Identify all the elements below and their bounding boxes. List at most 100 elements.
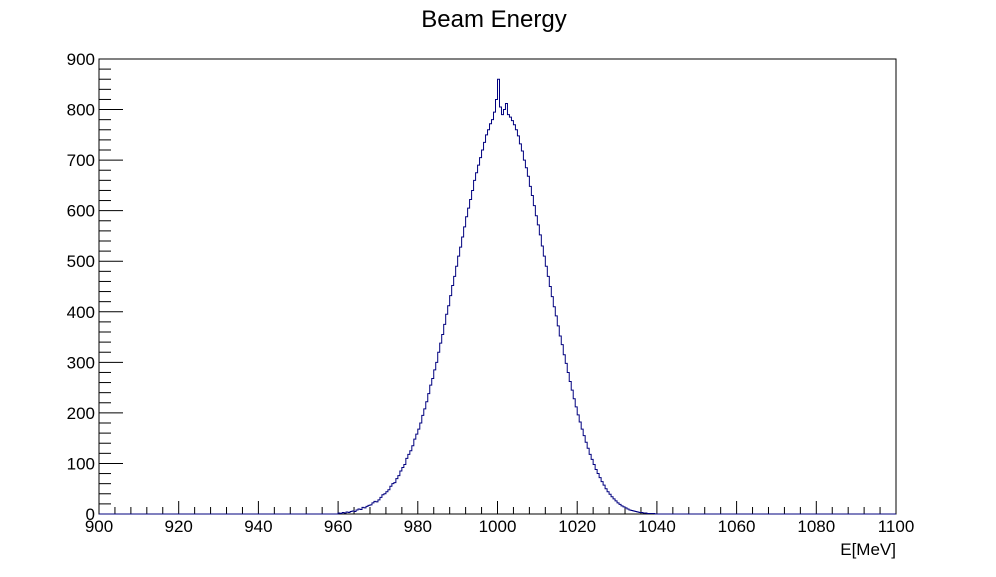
histogram-bin bbox=[474, 180, 476, 514]
histogram-bin bbox=[498, 79, 500, 514]
histogram-bin bbox=[488, 130, 490, 514]
x-tick-label: 900 bbox=[85, 517, 113, 536]
histogram-bin bbox=[412, 446, 414, 514]
histogram-bin bbox=[587, 448, 589, 514]
histogram-bin bbox=[422, 415, 424, 514]
histogram-bin bbox=[577, 415, 579, 514]
histogram-bin bbox=[571, 390, 573, 514]
histogram-bin bbox=[517, 136, 519, 514]
y-tick-label: 900 bbox=[67, 50, 95, 69]
histogram-bin bbox=[468, 208, 470, 514]
x-tick-label: 960 bbox=[324, 517, 352, 536]
histogram-bin bbox=[597, 474, 599, 514]
histogram-bin bbox=[529, 186, 531, 514]
histogram-bin bbox=[595, 470, 597, 514]
histogram-bin bbox=[605, 489, 607, 514]
histogram-bin bbox=[388, 490, 390, 514]
histogram-bin bbox=[492, 120, 494, 514]
x-tick-label: 1080 bbox=[797, 517, 835, 536]
histogram-bin bbox=[442, 335, 444, 514]
histogram-bin bbox=[549, 287, 551, 515]
histogram-bin bbox=[444, 324, 446, 514]
histogram-bin bbox=[432, 379, 434, 514]
histogram-bin bbox=[440, 343, 442, 514]
histogram-bin bbox=[591, 459, 593, 514]
histogram-bin bbox=[408, 454, 410, 514]
x-tick-label: 1020 bbox=[558, 517, 596, 536]
histogram-bin bbox=[565, 363, 567, 514]
y-axis: 0 100 200 300 400 500 600 700 800 900 bbox=[67, 50, 123, 524]
x-tick-label: 1000 bbox=[479, 517, 517, 536]
histogram-outline bbox=[99, 78, 896, 515]
histogram-bin bbox=[599, 478, 601, 514]
histogram-bin bbox=[392, 484, 394, 514]
histogram-bin bbox=[414, 439, 416, 514]
histogram-bin bbox=[539, 235, 541, 514]
histogram-bin bbox=[533, 206, 535, 514]
y-tick-label: 700 bbox=[67, 151, 95, 170]
histogram-bin bbox=[499, 107, 501, 514]
histogram-bin bbox=[394, 483, 396, 514]
histogram-bin bbox=[398, 476, 400, 514]
histogram-bin bbox=[452, 285, 454, 514]
histogram-bin bbox=[470, 200, 472, 514]
histogram-bin bbox=[507, 115, 509, 514]
histogram-bin bbox=[593, 464, 595, 514]
histogram-bin bbox=[404, 464, 406, 514]
histogram-bin bbox=[503, 110, 505, 514]
histogram-bin bbox=[555, 316, 557, 514]
histogram-bin bbox=[450, 296, 452, 514]
histogram-bin bbox=[543, 256, 545, 514]
histogram-bin bbox=[360, 509, 362, 514]
histogram-bin bbox=[426, 402, 428, 514]
histogram-bin bbox=[496, 99, 498, 514]
histogram-bin bbox=[563, 355, 565, 514]
y-tick-label: 500 bbox=[67, 252, 95, 271]
histogram-bin bbox=[513, 125, 515, 514]
x-axis: 900 920 940 960 980 1000 1020 1040 1060 1080 1100 bbox=[85, 501, 914, 536]
histogram-bin bbox=[527, 176, 529, 514]
histogram-bin bbox=[364, 508, 366, 514]
histogram-bin bbox=[581, 429, 583, 514]
histogram-series bbox=[99, 78, 896, 515]
x-tick-label: 1100 bbox=[878, 517, 915, 536]
histogram-bin bbox=[472, 190, 474, 514]
histogram-bin bbox=[585, 442, 587, 514]
histogram-bin bbox=[545, 266, 547, 514]
histogram-bin bbox=[561, 345, 563, 514]
histogram-bin bbox=[575, 407, 577, 514]
histogram-bin bbox=[525, 168, 527, 514]
histogram-bin bbox=[390, 486, 392, 514]
y-tick-label: 100 bbox=[67, 454, 95, 473]
histogram-bin bbox=[460, 247, 462, 514]
histogram-bin bbox=[478, 165, 480, 514]
histogram-bin bbox=[462, 237, 464, 514]
histogram-bin bbox=[519, 144, 521, 514]
histogram-bin bbox=[434, 370, 436, 514]
histogram-bin bbox=[480, 158, 482, 514]
chart-title: Beam Energy bbox=[421, 6, 566, 33]
histogram-bin bbox=[515, 130, 517, 514]
plot-frame bbox=[98, 58, 897, 515]
histogram-bin bbox=[376, 502, 378, 514]
histogram-bin bbox=[456, 266, 458, 514]
histogram-bin bbox=[511, 121, 513, 514]
histogram-bin bbox=[424, 409, 426, 514]
histogram-bin bbox=[410, 451, 412, 514]
histogram-bin bbox=[501, 115, 503, 514]
histogram-bin bbox=[420, 423, 422, 514]
histogram-bin bbox=[573, 399, 575, 514]
histogram-bin bbox=[601, 482, 603, 514]
histogram-bin bbox=[537, 225, 539, 514]
x-axis-label: E[MeV] bbox=[840, 540, 896, 559]
histogram-bin bbox=[436, 362, 438, 514]
histogram-bin bbox=[466, 217, 468, 514]
histogram-bin bbox=[490, 124, 492, 514]
histogram-bin bbox=[557, 326, 559, 514]
histogram-bin bbox=[446, 314, 448, 514]
histogram-bin bbox=[569, 382, 571, 514]
histogram-bin bbox=[589, 454, 591, 514]
x-tick-label: 1040 bbox=[638, 517, 676, 536]
histogram-bin bbox=[458, 256, 460, 514]
